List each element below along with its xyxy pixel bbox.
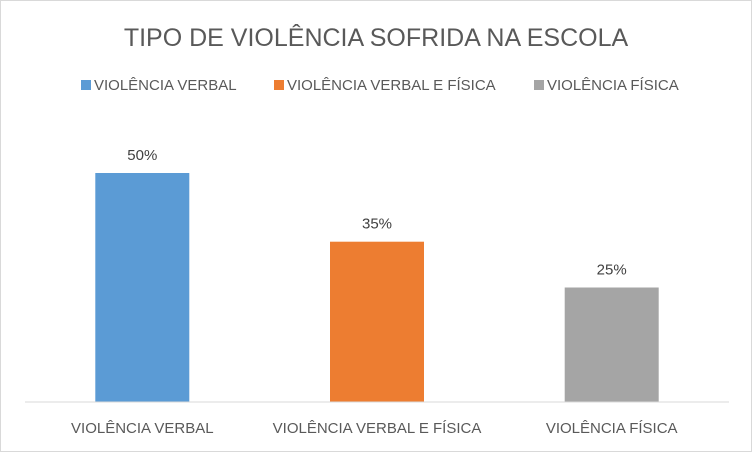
legend-swatch: [274, 80, 284, 90]
category-label: VIOLÊNCIA VERBAL E FÍSICA: [273, 420, 482, 437]
legend-item: VIOLÊNCIA FÍSICA: [534, 77, 679, 94]
legend-label: VIOLÊNCIA FÍSICA: [547, 77, 679, 94]
legend-swatch: [534, 80, 544, 90]
category-label: VIOLÊNCIA VERBAL: [71, 420, 214, 437]
data-label: 25%: [597, 262, 627, 279]
chart-title: TIPO DE VIOLÊNCIA SOFRIDA NA ESCOLA: [124, 23, 629, 52]
legend-item: VIOLÊNCIA VERBAL: [81, 77, 237, 94]
data-label: 50%: [127, 147, 157, 164]
legend-label: VIOLÊNCIA VERBAL E FÍSICA: [287, 77, 496, 94]
category-label: VIOLÊNCIA FÍSICA: [546, 420, 678, 437]
bar: [330, 241, 424, 402]
legend-label: VIOLÊNCIA VERBAL: [94, 77, 237, 94]
legend-item: VIOLÊNCIA VERBAL E FÍSICA: [274, 77, 496, 94]
bar: [564, 287, 659, 402]
category-axis: VIOLÊNCIA VERBAL VIOLÊNCIA VERBAL E FÍSIC…: [71, 420, 678, 437]
data-label: 35%: [362, 216, 392, 233]
legend-swatch: [81, 80, 91, 90]
bar: [95, 173, 190, 402]
legend: VIOLÊNCIA VERBAL VIOLÊNCIA VERBAL E FÍSI…: [81, 77, 679, 94]
plot-area: 50% 35% 25%: [95, 147, 659, 402]
